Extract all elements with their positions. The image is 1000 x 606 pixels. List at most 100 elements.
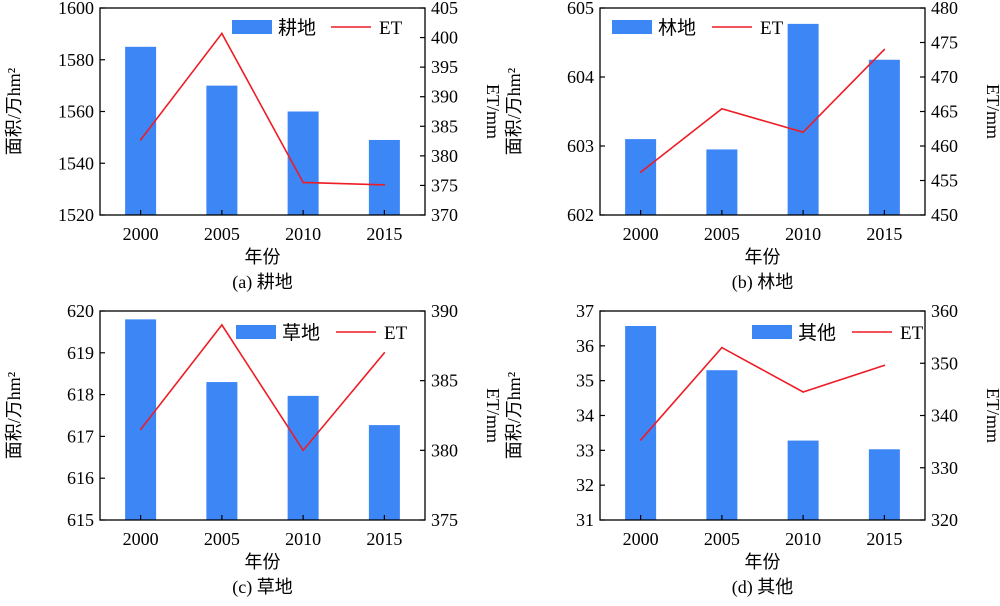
right-tick-label: 350 [931, 353, 958, 373]
x-tick-label: 2000 [623, 224, 659, 244]
legend-line-label: ET [900, 323, 924, 344]
et-point-2005 [721, 346, 723, 349]
y-axis-label: 面积/万hm² [504, 372, 524, 459]
et-point-2005 [221, 324, 223, 326]
left-tick-label: 1540 [58, 153, 94, 173]
bar-2000 [625, 139, 657, 215]
x-tick-label: 2015 [866, 529, 902, 549]
left-tick-label: 1560 [58, 102, 94, 122]
right-tick-label: 385 [431, 116, 458, 136]
left-tick-label: 34 [576, 406, 594, 426]
et-point-2005 [721, 107, 723, 110]
left-tick-label: 618 [67, 385, 94, 405]
et-point-2000 [139, 139, 142, 141]
left-tick-label: 1600 [58, 0, 94, 18]
y2-axis-label: ET/mm [983, 84, 1000, 139]
x-tick-label: 2000 [623, 529, 659, 549]
left-tick-label: 619 [67, 343, 94, 363]
left-tick-label: 36 [576, 336, 594, 356]
x-axis-label: 年份 [745, 247, 781, 267]
right-tick-label: 330 [931, 458, 958, 478]
bar-2005 [206, 382, 238, 520]
x-tick-label: 2015 [366, 529, 402, 549]
panel-caption: (d) 其他 [732, 577, 794, 598]
bar-2005 [706, 149, 738, 215]
right-tick-label: 395 [431, 57, 458, 77]
et-point-2000 [139, 428, 142, 431]
right-tick-label: 480 [931, 0, 958, 18]
bar-2015 [868, 59, 900, 215]
x-tick-label: 2010 [785, 224, 821, 244]
right-tick-label: 375 [431, 175, 458, 195]
right-tick-label: 385 [431, 371, 458, 391]
x-tick-label: 2015 [866, 224, 902, 244]
left-tick-label: 603 [567, 136, 594, 156]
y2-axis-label: ET/mm [983, 388, 1000, 443]
et-point-2005 [221, 32, 223, 35]
left-tick-label: 616 [67, 468, 94, 488]
right-tick-label: 460 [931, 136, 958, 156]
bar-2000 [625, 325, 657, 520]
bar-2010 [787, 23, 819, 216]
et-point-2010 [302, 181, 304, 184]
bar-2015 [368, 139, 400, 215]
et-point-2000 [639, 439, 642, 441]
right-tick-label: 400 [431, 28, 458, 48]
x-tick-label: 2005 [704, 529, 740, 549]
panel-caption: (b) 林地 [732, 272, 794, 293]
panel-caption: (c) 草地 [232, 577, 292, 598]
et-point-2015 [883, 364, 886, 367]
legend-line-label: ET [760, 18, 784, 39]
left-tick-label: 31 [576, 510, 594, 530]
x-tick-label: 2015 [366, 224, 402, 244]
chart-panel-4: 31 32 33 34 35 36 37 320 330 340 350 360 2000 2005 201… [504, 301, 1000, 598]
right-tick-label: 455 [931, 171, 958, 191]
left-tick-label: 602 [567, 205, 594, 225]
left-tick-label: 1580 [58, 50, 94, 70]
left-tick-label: 620 [67, 301, 94, 321]
et-point-2015 [383, 352, 386, 354]
et-point-2015 [383, 184, 386, 186]
bar-2000 [125, 46, 157, 215]
right-tick-label: 465 [931, 102, 958, 122]
right-tick-label: 405 [431, 0, 458, 18]
legend-bar-label: 耕地 [278, 17, 316, 39]
y-axis-label: 面积/万hm² [504, 68, 524, 155]
legend-line-label: ET [379, 18, 403, 39]
legend-bar-label: 其他 [798, 322, 836, 344]
plot-frame [99, 310, 426, 521]
bar-2005 [706, 370, 738, 520]
x-tick-label: 2005 [704, 224, 740, 244]
legend: 其他 ET [752, 322, 924, 344]
et-point-2010 [802, 391, 804, 393]
right-tick-label: 380 [431, 146, 458, 166]
x-axis-label: 年份 [245, 247, 281, 267]
chart-panel-1: 1520 1540 1560 1580 1600 370 375 380 385 390 395 40… [4, 0, 503, 293]
right-tick-label: 375 [431, 510, 458, 530]
left-tick-label: 615 [67, 510, 94, 530]
legend-bar-swatch [236, 325, 276, 339]
left-tick-label: 604 [567, 67, 594, 87]
left-tick-label: 1520 [58, 205, 94, 225]
right-tick-label: 380 [431, 440, 458, 460]
legend-line-label: ET [384, 323, 408, 344]
x-tick-label: 2010 [285, 529, 321, 549]
left-tick-label: 33 [576, 440, 594, 460]
right-tick-label: 450 [931, 205, 958, 225]
chart-panel-3: 615 616 617 618 619 620 375 380 385 390 2000 2005 20… [4, 301, 503, 598]
left-tick-label: 605 [567, 0, 594, 18]
y2-axis-label: ET/mm [483, 388, 503, 443]
right-tick-label: 320 [931, 510, 958, 530]
x-tick-label: 2010 [285, 224, 321, 244]
legend-bar-label: 草地 [282, 322, 320, 344]
et-line [640, 346, 885, 441]
x-tick-label: 2005 [204, 529, 240, 549]
et-line [640, 48, 885, 173]
right-tick-label: 370 [431, 205, 458, 225]
right-tick-label: 475 [931, 33, 958, 53]
left-tick-label: 617 [67, 426, 94, 446]
et-point-2000 [639, 171, 642, 174]
y-axis-label: 面积/万hm² [4, 372, 24, 459]
chart-panel-2: 602 603 604 605 450 455 460 465 470 475 480 2000 200… [504, 0, 1000, 293]
y2-axis-label: ET/mm [483, 84, 503, 139]
